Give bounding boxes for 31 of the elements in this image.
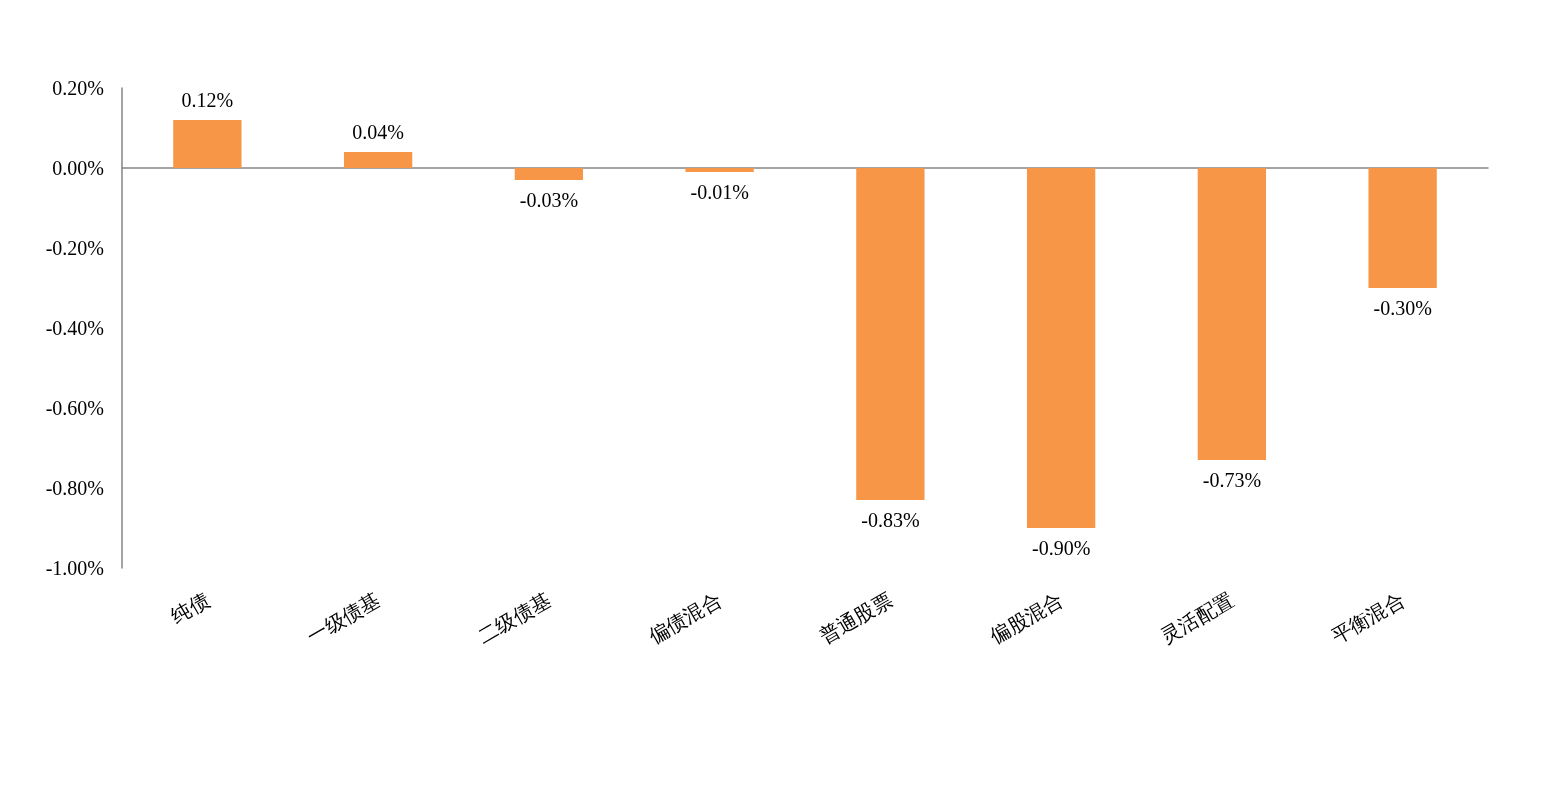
x-tick-label: 一级债基 [303, 588, 384, 648]
bar [685, 168, 754, 172]
data-label: 0.04% [352, 121, 404, 143]
data-label: 0.12% [181, 89, 234, 111]
data-label: -0.01% [690, 181, 749, 203]
y-tick-label: 0.20% [52, 77, 104, 99]
bar [1197, 168, 1267, 460]
bar [514, 168, 584, 180]
y-tick-label: 0.00% [52, 157, 104, 179]
x-tick-label: 偏股混合 [986, 588, 1067, 648]
y-tick-label: -0.60% [45, 397, 104, 419]
x-tick-label: 偏债混合 [644, 588, 726, 648]
bar [856, 168, 925, 500]
y-tick-label: -1.00% [45, 557, 104, 579]
y-tick-label: -0.40% [45, 317, 104, 339]
x-tick-label: 纯债 [167, 588, 213, 628]
data-label: -0.83% [861, 509, 920, 531]
data-label: -0.30% [1373, 297, 1432, 319]
data-label: -0.90% [1031, 537, 1091, 559]
data-label: -0.73% [1202, 469, 1262, 491]
bar [343, 152, 413, 168]
y-tick-label: -0.20% [45, 237, 104, 259]
data-label: -0.03% [519, 189, 579, 211]
x-tick-label: 普通股票 [815, 588, 896, 648]
bar [1026, 168, 1096, 528]
bar [173, 120, 242, 168]
y-tick-label: -0.80% [45, 477, 104, 499]
bar [1368, 168, 1437, 288]
x-tick-label: 灵活配置 [1157, 588, 1238, 648]
x-tick-label: 平衡混合 [1327, 588, 1409, 648]
x-tick-label: 二级债基 [474, 588, 555, 648]
